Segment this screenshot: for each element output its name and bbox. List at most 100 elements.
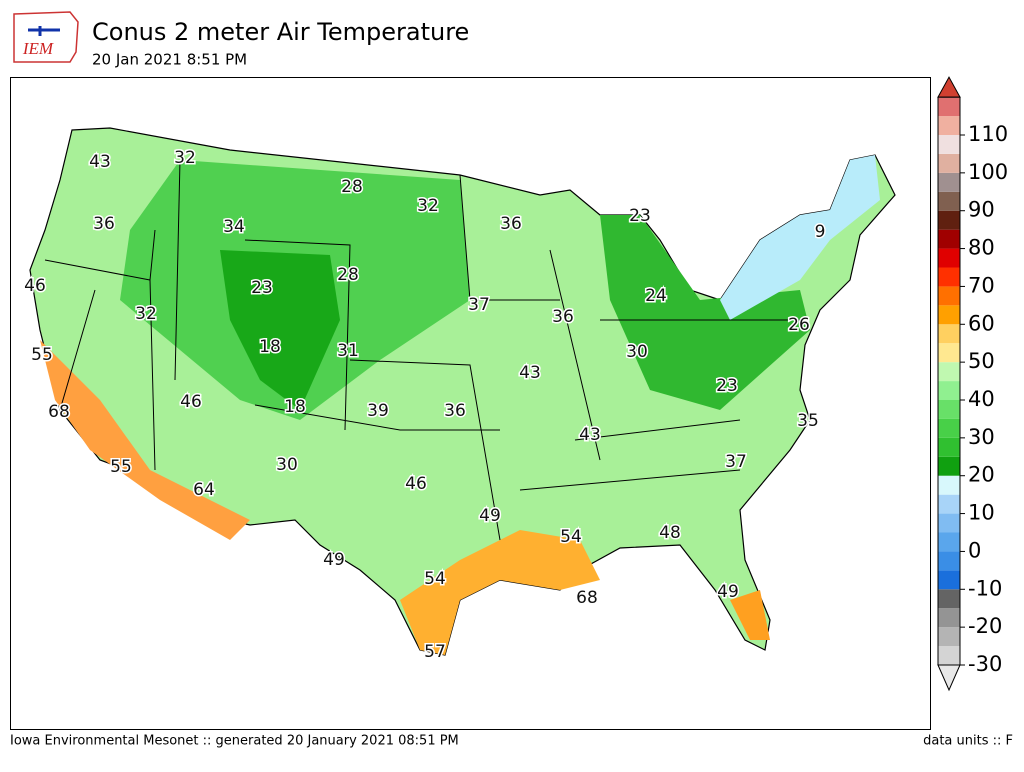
temperature-label: 43 bbox=[519, 363, 541, 383]
temperature-label: 54 bbox=[560, 527, 582, 547]
colorbar-tick-label: 50 bbox=[968, 349, 995, 373]
temperature-label: 46 bbox=[180, 392, 202, 412]
logo-icon bbox=[28, 26, 60, 36]
colorbar-tick-label: 100 bbox=[968, 160, 1008, 184]
temperature-label: 23 bbox=[716, 376, 738, 396]
temperature-label: 23 bbox=[251, 278, 273, 298]
colorbar-tick-label: -30 bbox=[968, 652, 1002, 676]
colorbar-segment bbox=[938, 627, 960, 647]
temperature-label: 28 bbox=[337, 265, 359, 285]
colorbar-segment bbox=[938, 172, 960, 192]
colorbar-segment bbox=[938, 608, 960, 628]
florida-warm bbox=[730, 590, 770, 640]
temperature-label: 23 bbox=[629, 206, 651, 226]
colorbar-tick-label: 20 bbox=[968, 463, 995, 487]
footer-right: data units :: F bbox=[923, 734, 1013, 749]
temperature-label: 36 bbox=[500, 214, 522, 234]
colorbar-segment bbox=[938, 229, 960, 249]
colorbar-segment bbox=[938, 437, 960, 457]
temperature-label: 54 bbox=[424, 569, 446, 589]
temperature-label: 36 bbox=[93, 214, 115, 234]
colorbar-tick-label: 90 bbox=[968, 198, 995, 222]
temperature-label: 24 bbox=[645, 286, 667, 306]
temperature-label: 18 bbox=[259, 337, 281, 357]
colorbar-segment bbox=[938, 286, 960, 306]
state-lines bbox=[44, 159, 800, 541]
colorbar-segment bbox=[938, 513, 960, 533]
colorbar-tick-label: 110 bbox=[968, 122, 1008, 146]
temperature-label: 30 bbox=[276, 455, 298, 475]
colorbar-segment bbox=[938, 135, 960, 154]
temperature-label: 34 bbox=[223, 217, 245, 237]
colorbar-segment bbox=[938, 646, 960, 665]
colorbar-segment bbox=[938, 589, 960, 609]
temperature-label: 46 bbox=[405, 474, 427, 494]
colorbar-segment bbox=[938, 116, 960, 135]
colorbar-segment bbox=[938, 343, 960, 363]
colorbar-segment bbox=[938, 570, 960, 590]
temperature-label: 49 bbox=[479, 506, 501, 526]
colorbar-tick-label: 70 bbox=[968, 273, 995, 297]
temperature-label: 55 bbox=[31, 345, 53, 365]
colorbar-segment bbox=[938, 248, 960, 268]
temperature-label: 64 bbox=[193, 480, 215, 500]
colorbar-tick-label: 0 bbox=[968, 538, 981, 562]
colorbar-tick-label: 40 bbox=[968, 387, 995, 411]
colorbar-segment bbox=[938, 418, 960, 438]
gulf-warm bbox=[400, 530, 600, 655]
logo-outline bbox=[13, 11, 79, 63]
temperature-label: 68 bbox=[48, 402, 70, 422]
colorbar-tick-label: 60 bbox=[968, 311, 995, 335]
colorbar-segment bbox=[938, 400, 960, 419]
temperature-label: 57 bbox=[424, 642, 446, 662]
colorbar-segment bbox=[938, 362, 960, 382]
temperature-label: 55 bbox=[110, 457, 132, 477]
station-labels: 43 32 28 32 36 23 36 34 46 23 28 32 37 36 24 9 26 55 18 31 3… bbox=[23, 147, 827, 664]
colorbar-segment bbox=[938, 324, 960, 344]
northeast-cold bbox=[720, 155, 880, 320]
temperature-label: 68 bbox=[576, 588, 598, 608]
colorbar-tick-label: -20 bbox=[968, 614, 1002, 638]
colorbar-tick-label: 30 bbox=[968, 425, 995, 449]
temperature-label: 28 bbox=[341, 177, 363, 197]
logo-text: IEM bbox=[22, 39, 54, 58]
map-fill bbox=[29, 127, 896, 656]
colorbar-tick-label: 80 bbox=[968, 236, 995, 260]
temperature-label: 49 bbox=[323, 550, 345, 570]
colorbar-segment bbox=[938, 97, 960, 117]
temperature-label: 9 bbox=[815, 222, 826, 242]
colorbar-segment bbox=[938, 381, 960, 400]
temperature-label: 49 bbox=[717, 582, 739, 602]
colorbar-segment bbox=[938, 494, 960, 514]
temperature-label: 32 bbox=[135, 304, 157, 324]
temperature-label: 18 bbox=[284, 397, 306, 417]
colorbar-extend-high bbox=[937, 76, 961, 98]
socal-warm bbox=[40, 340, 250, 540]
temperature-label: 37 bbox=[725, 452, 747, 472]
colorbar-outline bbox=[937, 96, 961, 666]
wy-core bbox=[220, 250, 340, 410]
east-green bbox=[600, 215, 810, 410]
temperature-label: 43 bbox=[89, 152, 111, 172]
temperature-label: 32 bbox=[417, 196, 439, 216]
temperature-label: 39 bbox=[367, 401, 389, 421]
subtitle: 20 Jan 2021 8:51 PM bbox=[92, 51, 247, 69]
colorbar-segment bbox=[938, 456, 960, 476]
colorbar-tick-label: -10 bbox=[968, 576, 1002, 600]
colorbar-segment bbox=[938, 475, 960, 495]
temperature-label: 37 bbox=[468, 295, 490, 315]
colorbar: -30 -20 -10 0 10 20 30 40 50 60 70 80 90 100 110 bbox=[937, 76, 1008, 692]
colorbar-segment bbox=[938, 305, 960, 325]
temperature-label: 36 bbox=[552, 307, 574, 327]
temperature-label: 36 bbox=[444, 401, 466, 421]
title: Conus 2 meter Air Temperature bbox=[92, 18, 469, 46]
temperature-label: 46 bbox=[24, 276, 46, 296]
temperature-label: 48 bbox=[659, 523, 681, 543]
colorbar-extend-low bbox=[937, 664, 961, 692]
colorbar-segment bbox=[938, 267, 960, 287]
temperature-label: 26 bbox=[788, 315, 810, 335]
colorbar-segment bbox=[938, 191, 960, 211]
logo: IEM bbox=[13, 11, 79, 63]
